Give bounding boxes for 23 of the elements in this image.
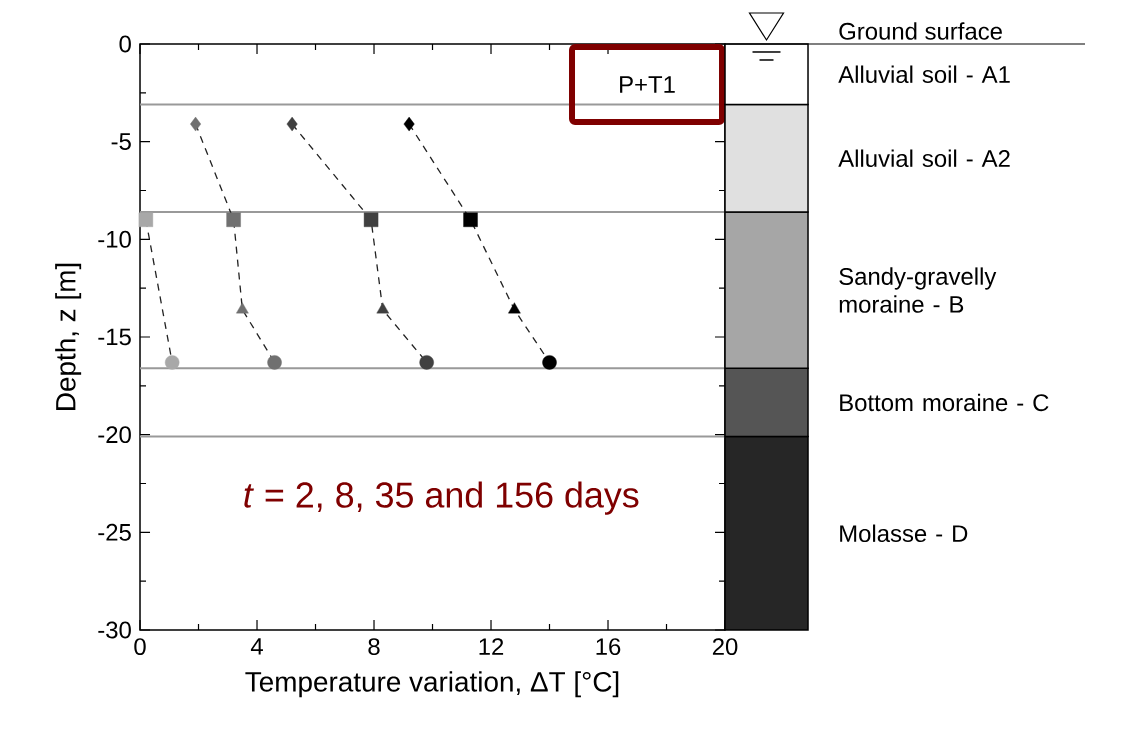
y-tick-label: -15 xyxy=(98,328,131,346)
y-axis-title: Depth, z [m] xyxy=(55,263,82,410)
y-tick-label: 0 xyxy=(119,35,131,53)
y-tick-label: -5 xyxy=(111,133,131,150)
series-label: Bottom moraine - C xyxy=(840,393,1049,412)
annotation: t = 2, 8, 35 and 156 days xyxy=(244,481,639,515)
x-tick-label: 4 xyxy=(250,638,263,655)
y-tick-label: -25 xyxy=(98,523,131,541)
y-tick-label: -30 xyxy=(98,621,131,639)
text: Ground surface xyxy=(839,22,1002,40)
x-tick-label: 12 xyxy=(479,638,504,655)
series-label: Alluvial soil - A1 xyxy=(838,65,1010,84)
x-tick-label: 0 xyxy=(134,638,146,656)
x-tick-label: 16 xyxy=(596,638,621,656)
y-tick-label: -20 xyxy=(98,426,131,444)
x-axis-title: Temperature variation, ΔT [°C] xyxy=(245,671,619,698)
x-tick-label: 20 xyxy=(712,638,738,656)
series-label: Molasse - D xyxy=(840,524,968,543)
series-label: Alluvial soil - A2 xyxy=(838,149,1010,168)
y-tick-label: -10 xyxy=(98,230,131,248)
x-tick-label: 8 xyxy=(368,638,380,656)
annotation: P+T1 xyxy=(620,76,675,93)
series-label: Sandy-gravelly moraine - B xyxy=(839,267,997,313)
